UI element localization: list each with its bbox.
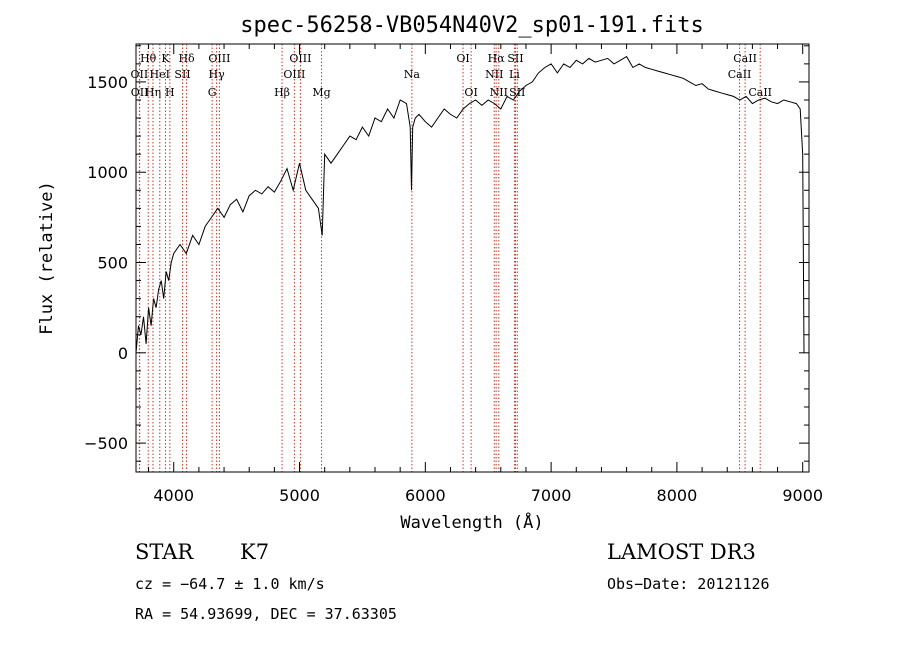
spectral-line-label: OI <box>456 52 469 65</box>
spectral-line-label: OII <box>131 68 149 81</box>
spectral-line-label: HeI <box>150 68 170 81</box>
x-tick-labels: 4000 5000 6000 7000 8000 9000 <box>153 486 823 505</box>
x-axis-label: Wavelength (Å) <box>400 511 543 533</box>
redshift-readout: cz = −64.7 ± 1.0 km/s <box>135 575 325 593</box>
x-tick-label: 6000 <box>405 486 446 505</box>
spectral-line-label: OIII <box>289 52 311 65</box>
plot-frame <box>135 43 810 473</box>
spectral-line-markers <box>138 44 761 472</box>
spectral-line-label: Hδ <box>178 52 195 65</box>
spectral-line-label: CaII <box>728 68 752 81</box>
object-class: STAR <box>135 540 194 564</box>
spectral-line-label: OIII <box>208 52 230 65</box>
spectrum-line <box>135 55 805 353</box>
spectral-line-label: Hβ <box>274 86 290 99</box>
x-tick-label: 9000 <box>782 486 823 505</box>
y-tick-label: 1500 <box>87 73 128 92</box>
x-tick-label: 5000 <box>279 486 320 505</box>
spectral-line-label: SII <box>507 52 523 65</box>
y-tick-label: 1000 <box>87 163 128 182</box>
y-tick-label: −500 <box>84 434 128 453</box>
obs-date: Obs−Date: 20121126 <box>607 575 770 593</box>
spectral-line-label: OIII <box>283 68 305 81</box>
x-tick-label: 7000 <box>531 486 572 505</box>
spectral-line-label: CaII <box>733 52 757 65</box>
spectral-line-label: Hγ <box>209 68 226 81</box>
spectral-line-label: Na <box>404 68 421 81</box>
y-tick-label: 0 <box>118 344 128 363</box>
coordinates: RA = 54.93699, DEC = 37.63305 <box>135 605 397 623</box>
spectral-line-label: SII <box>174 68 190 81</box>
spectral-line-label: NII <box>485 68 503 81</box>
spectral-line-label: Hη <box>145 86 161 99</box>
spectral-line-label: H <box>165 86 175 99</box>
object-subclass: K7 <box>240 540 269 564</box>
spectral-line-label: OII <box>131 86 149 99</box>
x-tick-label: 8000 <box>657 486 698 505</box>
spectral-line-label: Hα <box>488 52 506 65</box>
y-axis-label: Flux (relative) <box>37 181 57 335</box>
chart-title: spec-56258-VB054N40V2_sp01-191.fits <box>240 13 704 38</box>
survey-name: LAMOST DR3 <box>607 540 756 564</box>
spectral-line-label: G <box>208 86 217 99</box>
y-tick-labels: −500 0 500 1000 1500 <box>84 73 128 453</box>
axis-ticks <box>136 44 809 472</box>
x-tick-label: 4000 <box>153 486 194 505</box>
spectral-line-label: K <box>161 52 170 65</box>
spectral-line-label: OI <box>464 86 477 99</box>
spectral-line-label: CaII <box>748 86 772 99</box>
spectral-line-label: Mg <box>312 86 330 99</box>
spectral-line-label: Hθ <box>140 52 157 65</box>
spectral-line-label: NII <box>490 86 508 99</box>
y-tick-label: 500 <box>97 254 128 273</box>
spectral-line-label: Li <box>509 68 520 81</box>
